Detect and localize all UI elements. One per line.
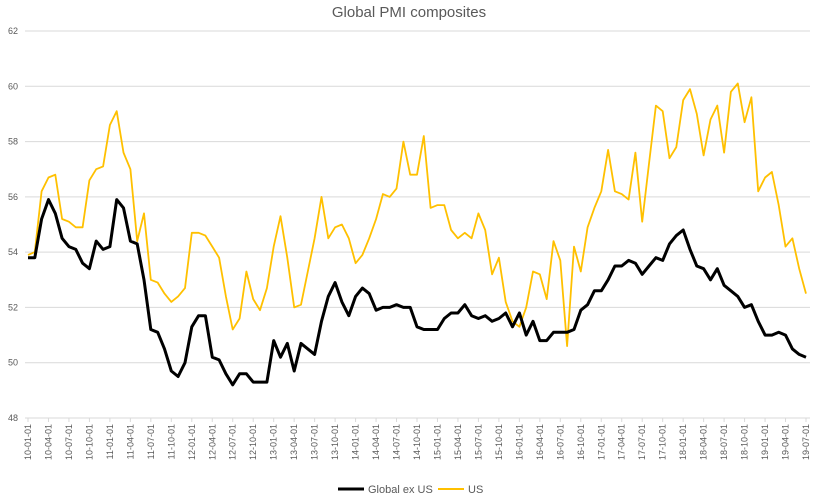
x-tick-label: 10-01-01 xyxy=(23,424,33,460)
x-tick-label: 16-01-01 xyxy=(514,424,524,460)
x-tick-label: 19-04-01 xyxy=(781,424,791,460)
x-tick-label: 19-07-01 xyxy=(801,424,811,460)
y-tick-label: 62 xyxy=(8,26,18,36)
x-tick-label: 18-10-01 xyxy=(740,424,750,460)
x-tick-label: 14-04-01 xyxy=(371,424,381,460)
y-tick-label: 52 xyxy=(8,302,18,312)
x-tick-label: 12-07-01 xyxy=(228,424,238,460)
x-tick-label: 14-01-01 xyxy=(351,424,361,460)
x-tick-label: 16-04-01 xyxy=(535,424,545,460)
x-tick-label: 13-10-01 xyxy=(330,424,340,460)
chart-title: Global PMI composites xyxy=(332,4,486,21)
x-tick-label: 13-04-01 xyxy=(289,424,299,460)
x-tick-label: 15-07-01 xyxy=(473,424,483,460)
x-tick-label: 11-07-01 xyxy=(146,424,156,459)
x-tick-label: 10-07-01 xyxy=(64,424,74,460)
x-tick-label: 14-07-01 xyxy=(392,424,402,460)
series-line-us xyxy=(27,82,807,348)
y-tick-label: 48 xyxy=(8,413,18,423)
y-tick-label: 56 xyxy=(8,192,18,202)
legend-label-us: US xyxy=(468,484,483,496)
legend-label-global-ex-us: Global ex US xyxy=(368,484,433,496)
x-tick-label: 16-07-01 xyxy=(555,424,565,460)
x-tick-label: 18-04-01 xyxy=(699,424,709,460)
x-tick-label: 14-10-01 xyxy=(412,424,422,460)
series-line-global-ex-us xyxy=(28,198,807,387)
x-tick-label: 11-01-01 xyxy=(105,424,115,459)
y-tick-label: 58 xyxy=(8,137,18,147)
x-tick-label: 15-04-01 xyxy=(453,424,463,460)
x-tick-label: 19-01-01 xyxy=(760,424,770,460)
x-tick-label: 12-04-01 xyxy=(207,424,217,460)
y-tick-label: 60 xyxy=(8,81,18,91)
legend: Global ex US US xyxy=(338,484,483,496)
x-tick-label: 17-04-01 xyxy=(617,424,627,460)
x-tick-label: 16-10-01 xyxy=(576,424,586,460)
x-tick-label: 11-10-01 xyxy=(166,424,176,459)
x-tick-label: 12-10-01 xyxy=(248,424,258,460)
y-tick-label: 54 xyxy=(8,247,18,257)
x-tick-label: 11-04-01 xyxy=(125,424,135,459)
x-tick-label: 15-10-01 xyxy=(494,424,504,460)
x-tick-label: 10-10-01 xyxy=(84,424,94,460)
x-tick-label: 12-01-01 xyxy=(187,424,197,460)
x-tick-label: 15-01-01 xyxy=(432,424,442,460)
x-tick-label: 13-01-01 xyxy=(269,424,279,460)
x-tick-label: 13-07-01 xyxy=(310,424,320,460)
y-tick-label: 50 xyxy=(8,358,18,368)
x-tick-label: 18-01-01 xyxy=(678,424,688,460)
x-tick-label: 17-01-01 xyxy=(596,424,606,460)
x-tick-label: 17-07-01 xyxy=(637,424,647,460)
x-tick-label: 10-04-01 xyxy=(43,424,53,460)
x-tick-label: 17-10-01 xyxy=(658,424,668,460)
x-tick-label: 18-07-01 xyxy=(719,424,729,460)
